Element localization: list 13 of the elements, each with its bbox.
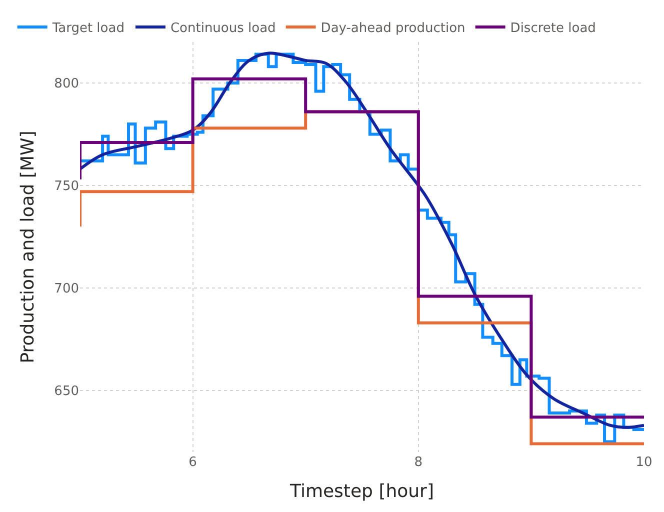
y-tick-label: 800: [54, 76, 79, 92]
legend-label: Day-ahead production: [320, 21, 466, 36]
legend-label: Continuous load: [170, 21, 276, 36]
y-axis-title: Production and load [MW]: [17, 130, 38, 364]
y-tick-label: 700: [54, 282, 79, 297]
y-tick-label: 650: [54, 384, 79, 400]
x-tick-label: 8: [414, 455, 423, 470]
x-tick-label: 10: [636, 455, 652, 470]
legend-label: Target load: [51, 21, 124, 36]
x-tick-label: 6: [188, 455, 197, 470]
x-axis-title: Timestep [hour]: [289, 481, 434, 502]
y-tick-label: 750: [54, 179, 79, 194]
legend-label: Discrete load: [510, 21, 596, 36]
